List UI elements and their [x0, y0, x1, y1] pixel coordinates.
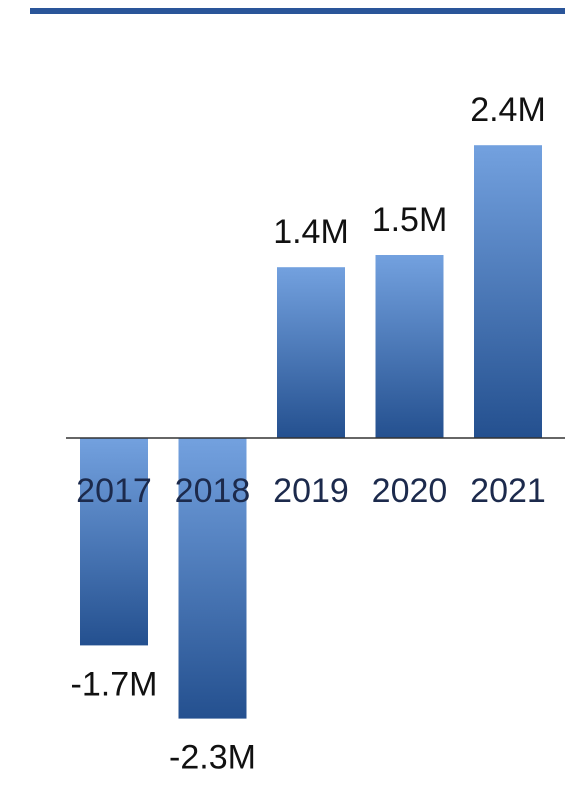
data-label-2020: 1.5M: [372, 201, 448, 239]
data-label-2021: 2.4M: [470, 91, 546, 129]
x-tick-label-2019: 2019: [273, 472, 349, 510]
header-accent-rule: [30, 8, 565, 14]
x-tick-label-2020: 2020: [372, 472, 448, 510]
x-tick-label-2021: 2021: [470, 472, 546, 510]
data-labels: -1.7M -2.3M 1.4M 1.5M 2.4M: [71, 91, 546, 776]
data-label-2017: -1.7M: [71, 665, 158, 703]
data-label-2019: 1.4M: [273, 213, 349, 251]
x-tick-label-2018: 2018: [175, 472, 251, 510]
x-tick-label-2017: 2017: [76, 472, 152, 510]
bar-2018: [178, 438, 247, 719]
bars-layer: [80, 145, 542, 719]
bar-2019: [277, 267, 345, 438]
bar-2020: [375, 255, 444, 438]
bar-2017: [80, 438, 148, 646]
data-label-2018: -2.3M: [169, 739, 256, 777]
bar-2021: [474, 145, 542, 438]
x-tick-labels: 2017 2018 2019 2020 2021: [76, 472, 546, 510]
